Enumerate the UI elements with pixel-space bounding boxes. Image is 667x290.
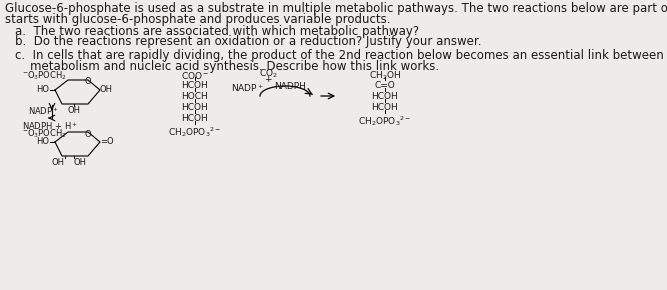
- Text: a.  The two reactions are associated with which metabolic pathway?: a. The two reactions are associated with…: [15, 25, 419, 38]
- Text: OH: OH: [100, 86, 113, 95]
- Text: =O: =O: [100, 137, 113, 146]
- Text: starts with glucose-6-phosphate and produces variable products.: starts with glucose-6-phosphate and prod…: [5, 13, 390, 26]
- Text: metabolism and nucleic acid synthesis. Describe how this link works.: metabolism and nucleic acid synthesis. D…: [15, 60, 439, 73]
- Text: c.  In cells that are rapidly dividing, the product of the 2nd reaction below be: c. In cells that are rapidly dividing, t…: [15, 49, 667, 62]
- Text: Glucose-6-phosphate is used as a substrate in multiple metabolic pathways. The t: Glucose-6-phosphate is used as a substra…: [5, 2, 667, 15]
- Text: HO: HO: [36, 86, 49, 95]
- Text: HCOH: HCOH: [372, 92, 398, 101]
- Text: O: O: [85, 130, 91, 139]
- Text: HCOH: HCOH: [372, 103, 398, 112]
- Text: OH: OH: [67, 106, 81, 115]
- Text: CH$_2$OH: CH$_2$OH: [369, 70, 401, 82]
- Text: CH$_2$OPO$_3$$^{2-}$: CH$_2$OPO$_3$$^{2-}$: [358, 114, 412, 128]
- Text: HCOH: HCOH: [181, 103, 208, 112]
- Text: OH: OH: [51, 158, 65, 167]
- Text: HCOH: HCOH: [181, 114, 208, 123]
- Text: $^{-}$O$_3$POCH$_2$: $^{-}$O$_3$POCH$_2$: [22, 128, 67, 140]
- Text: b.  Do the reactions represent an oxidation or a reduction? Justify your answer.: b. Do the reactions represent an oxidati…: [15, 35, 482, 48]
- Text: NADPH + H$^+$: NADPH + H$^+$: [22, 120, 78, 132]
- Text: COO$^-$: COO$^-$: [181, 70, 209, 81]
- Text: $^{-}$O$_3$POCH$_2$: $^{-}$O$_3$POCH$_2$: [22, 69, 67, 81]
- Text: NADP$^+$: NADP$^+$: [28, 105, 59, 117]
- Text: HO: HO: [36, 137, 49, 146]
- Text: C=O: C=O: [375, 81, 396, 90]
- Text: +: +: [264, 75, 271, 84]
- Text: O: O: [85, 77, 91, 86]
- Text: NADPH: NADPH: [274, 82, 306, 91]
- Text: HOCH: HOCH: [181, 92, 208, 101]
- Text: OH: OH: [74, 158, 87, 167]
- Text: HCOH: HCOH: [181, 81, 208, 90]
- Text: CH$_2$OPO$_3$$^{2-}$: CH$_2$OPO$_3$$^{2-}$: [168, 125, 221, 139]
- Text: CO$_2$: CO$_2$: [259, 68, 277, 81]
- Text: NADP$^+$: NADP$^+$: [231, 82, 265, 94]
